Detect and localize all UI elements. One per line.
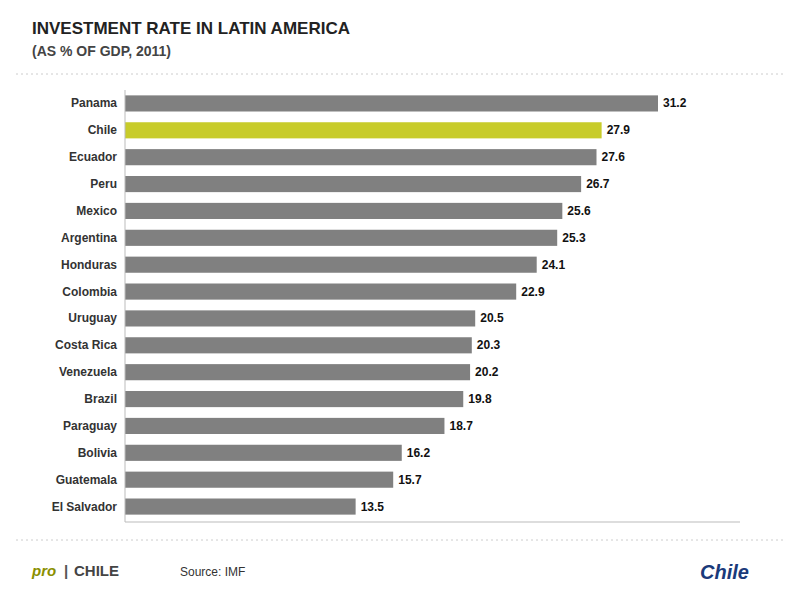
logo-text: pro [31,562,56,579]
y-tick-label: Paraguay [63,419,117,433]
data-label: 25.6 [567,204,591,218]
y-tick-label: Uruguay [68,311,117,325]
data-label: 26.7 [586,177,610,191]
y-tick-label: Argentina [61,231,117,245]
x-axis-line [125,522,740,523]
y-tick-label: Colombia [62,285,117,299]
footer: Source: IMF pro | CHILE Chile [31,561,749,583]
separator [16,540,784,541]
data-label: 13.5 [361,500,385,514]
bar [125,203,562,219]
data-label: 27.9 [607,123,631,137]
bar [125,230,557,246]
bar [125,337,472,353]
data-label: 20.2 [475,365,499,379]
data-label: 25.3 [562,231,586,245]
data-label: 20.5 [480,311,504,325]
data-label: 20.3 [477,338,501,352]
data-label: 18.7 [449,419,473,433]
logo-text: Chile [700,561,749,583]
subtitle: (AS % OF GDP, 2011) [32,43,171,59]
y-tick-label: Panama [71,96,117,110]
labels: Panama 31.2 Chile 27.9 Ecuador 27.6 Peru 26.7 Me… [52,96,687,513]
logo-separator: | [64,562,68,579]
y-tick-label: El Salvador [52,500,118,514]
y-tick-label: Brazil [84,392,117,406]
y-tick-label: Honduras [61,258,117,272]
bar [125,310,475,326]
y-tick-label: Peru [90,177,117,191]
bar [125,472,393,488]
bar [125,257,537,273]
data-label: 15.7 [398,473,422,487]
data-label: 16.2 [407,446,431,460]
bar [125,176,581,192]
source: Source: IMF [180,565,245,579]
data-label: 31.2 [663,96,687,110]
bar [125,95,658,111]
bar [125,391,463,407]
separator [16,74,784,75]
chart: INVESTMENT RATE IN LATIN AMERICA (AS % OF… [0,0,800,600]
bar [125,122,602,138]
data-label: 19.8 [468,392,492,406]
y-tick-label: Chile [88,123,118,137]
bar [125,284,516,300]
logo-text: CHILE [74,562,119,579]
y-tick-label: Venezuela [59,365,117,379]
bar [125,149,597,165]
bar [125,364,470,380]
data-label: 27.6 [602,150,626,164]
data-label: 24.1 [542,258,566,272]
y-tick-label: Guatemala [56,473,118,487]
bars [125,95,658,514]
bar [125,499,356,515]
y-axis-line [125,90,126,522]
y-tick-label: Ecuador [69,150,117,164]
y-tick-label: Costa Rica [55,338,117,352]
y-tick-label: Bolivia [78,446,118,460]
bar [125,418,444,434]
title: INVESTMENT RATE IN LATIN AMERICA [32,19,350,38]
bar [125,445,402,461]
y-tick-label: Mexico [76,204,117,218]
data-label: 22.9 [521,285,545,299]
